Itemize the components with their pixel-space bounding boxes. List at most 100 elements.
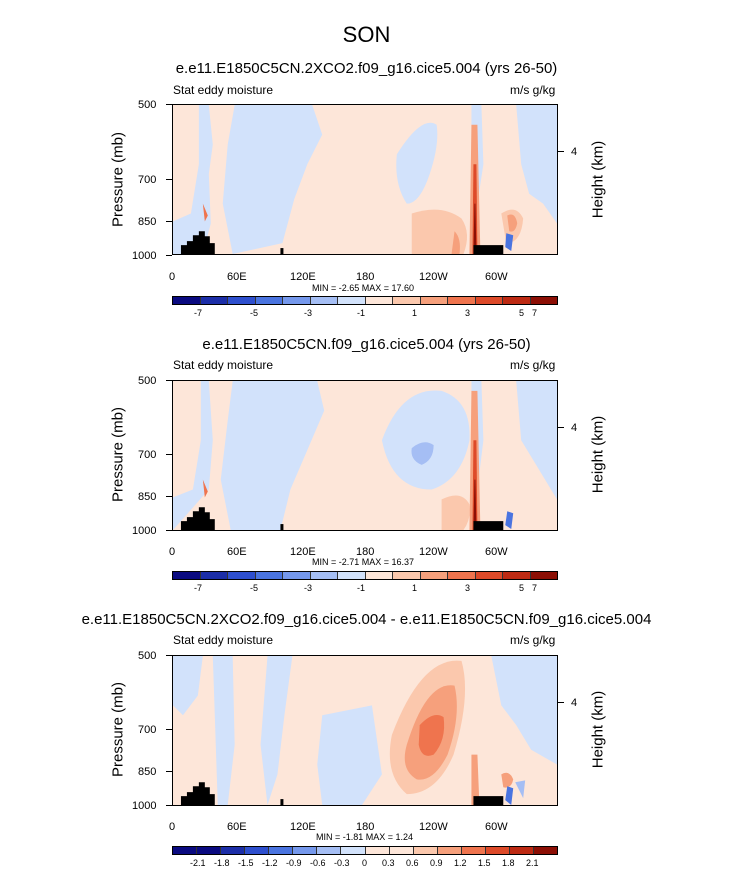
y2tick <box>558 427 564 428</box>
colorbar-swatch <box>509 847 534 854</box>
panel-3-xtick-180: 180 <box>356 821 375 833</box>
panel-1-xtick-60W: 60W <box>485 271 508 283</box>
panel-2-ytick-850: 850 <box>138 491 157 503</box>
colorbar-swatch <box>503 297 531 304</box>
colorbar-swatch <box>530 297 557 304</box>
cbar-label: 7 <box>532 583 538 593</box>
ytick <box>166 454 172 455</box>
panel-3-xtick-120E: 120E <box>290 821 316 833</box>
cbar-label: -5 <box>250 308 259 318</box>
panel-1-xtick-120W: 120W <box>419 271 448 283</box>
panel-1-xtick-120E: 120E <box>290 271 316 283</box>
colorbar-swatch <box>283 572 311 579</box>
cbar-label: 0.9 <box>430 858 443 868</box>
panel-3-ytick-1000: 1000 <box>132 800 157 812</box>
colorbar-swatch <box>530 572 557 579</box>
panel-3-title: e.e11.E1850C5CN.2XCO2.f09_g16.cice5.004 … <box>81 611 652 628</box>
colorbar-swatch <box>228 572 256 579</box>
ytick <box>166 221 172 222</box>
colorbar-swatch <box>173 847 198 854</box>
panel-2-units: m/s g/kg <box>510 358 556 372</box>
colorbar-swatch <box>365 572 393 579</box>
colorbar-swatch <box>365 297 393 304</box>
colorbar-swatch <box>173 572 201 579</box>
panel-3-ylabel: Pressure (mb) <box>109 681 127 778</box>
y2tick <box>558 702 564 703</box>
panel-3-variable: Stat eddy moisture <box>173 633 274 647</box>
cbar-label: 3 <box>465 583 471 593</box>
colorbar-swatch <box>393 572 421 579</box>
cbar-label: 5 <box>519 583 525 593</box>
colorbar-swatch <box>389 847 414 854</box>
cbar-label: 1.5 <box>478 858 491 868</box>
colorbar-swatch <box>365 847 390 854</box>
colorbar-swatch <box>475 297 503 304</box>
panel-1-units: m/s g/kg <box>510 83 556 97</box>
cbar-label: -3 <box>304 583 313 593</box>
panel-3-y2label: Height (km) <box>589 690 607 769</box>
panel-2-y2tick-4: 4 <box>571 422 578 434</box>
colorbar-swatch <box>461 847 486 854</box>
colorbar-swatch <box>310 572 338 579</box>
ytick <box>166 255 172 256</box>
panel-2-ytick-700: 700 <box>138 449 157 461</box>
colorbar-swatch <box>393 297 421 304</box>
ytick <box>166 729 172 730</box>
cbar-label: -1 <box>357 308 366 318</box>
panel-2-ylabel: Pressure (mb) <box>109 406 127 503</box>
cbar-label: -0.3 <box>334 858 350 868</box>
cbar-label: 1 <box>412 308 418 318</box>
cbar-label: -0.9 <box>286 858 302 868</box>
cbar-label: 0.3 <box>382 858 395 868</box>
panel-1-colorbar <box>172 296 558 305</box>
colorbar-swatch <box>533 847 557 854</box>
panel-1-ytick-1000: 1000 <box>132 250 157 262</box>
colorbar-swatch <box>173 297 201 304</box>
cbar-label: -1.2 <box>262 858 278 868</box>
cbar-label: 3 <box>465 308 471 318</box>
ytick <box>166 179 172 180</box>
panel-2-ytick-500: 500 <box>138 375 157 387</box>
cbar-label: -0.6 <box>310 858 326 868</box>
panel-3-ytick-850: 850 <box>138 766 157 778</box>
panel-1-ylabel: Pressure (mb) <box>109 131 127 228</box>
colorbar-swatch <box>228 297 256 304</box>
panel-3-xtick-120W: 120W <box>419 821 448 833</box>
colorbar-swatch <box>341 847 366 854</box>
colorbar-swatch <box>485 847 510 854</box>
panel-3-units: m/s g/kg <box>510 633 556 647</box>
ytick <box>166 655 172 656</box>
colorbar-swatch <box>503 572 531 579</box>
cbar-label: -2.1 <box>190 858 206 868</box>
panel-2-colorbar <box>172 571 558 580</box>
colorbar-swatch <box>269 847 294 854</box>
cbar-label: 1.2 <box>454 858 467 868</box>
cbar-label: -1.8 <box>214 858 230 868</box>
panel-2-y2label: Height (km) <box>589 415 607 494</box>
cbar-label: -7 <box>194 583 203 593</box>
panel-3-ytick-500: 500 <box>138 650 157 662</box>
panel-1-y2label: Height (km) <box>589 140 607 219</box>
panel-3-plot <box>172 655 558 806</box>
ytick <box>166 771 172 772</box>
panel-3-xtick-0: 0 <box>169 821 176 833</box>
panel-2-ytick-1000: 1000 <box>132 525 157 537</box>
colorbar-swatch <box>221 847 246 854</box>
panel-2-variable: Stat eddy moisture <box>173 358 274 372</box>
panel-3-xtick-60E: 60E <box>227 821 247 833</box>
panel-2-stats: MIN = -2.71 MAX = 16.37 <box>312 557 415 567</box>
colorbar-swatch <box>448 572 476 579</box>
panel-2-xtick-60E: 60E <box>227 546 247 558</box>
main-title: SON <box>342 22 391 47</box>
panel-2-title: e.e11.E1850C5CN.f09_g16.cice5.004 (yrs 2… <box>202 336 531 353</box>
colorbar-swatch <box>338 572 366 579</box>
colorbar-swatch <box>197 847 222 854</box>
cbar-label: 1 <box>412 583 418 593</box>
colorbar-swatch <box>293 847 318 854</box>
panel-1-title: e.e11.E1850C5CN.2XCO2.f09_g16.cice5.004 … <box>175 60 558 77</box>
colorbar-swatch <box>310 297 338 304</box>
panel-2-xtick-0: 0 <box>169 546 176 558</box>
panel-3-xtick-60W: 60W <box>485 821 508 833</box>
panel-2-xtick-120E: 120E <box>290 546 316 558</box>
colorbar-swatch <box>420 572 448 579</box>
